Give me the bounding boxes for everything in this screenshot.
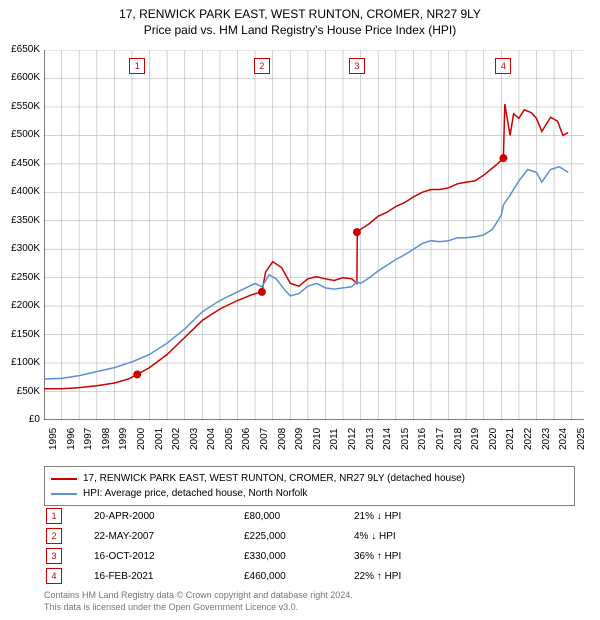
y-tick-label: £150K bbox=[2, 329, 40, 340]
x-tick-label: 2005 bbox=[224, 428, 235, 450]
y-tick-label: £200K bbox=[2, 300, 40, 311]
x-tick-label: 2011 bbox=[329, 428, 340, 450]
x-tick-label: 2025 bbox=[576, 428, 587, 450]
chart-plot-area: 1 2 3 4 bbox=[44, 50, 584, 420]
x-tick-label: 1997 bbox=[83, 428, 94, 450]
sale-row: 2 22-MAY-2007£225,0004% ↓ HPI bbox=[44, 526, 575, 546]
chart-svg bbox=[44, 50, 584, 420]
legend-label-1: 17, RENWICK PARK EAST, WEST RUNTON, CROM… bbox=[83, 471, 465, 486]
sale-pct: 21% ↓ HPI bbox=[354, 511, 474, 522]
sale-marker-2: 2 bbox=[46, 528, 62, 544]
x-tick-label: 2004 bbox=[206, 428, 217, 450]
sale-row: 1 20-APR-2000£80,00021% ↓ HPI bbox=[44, 506, 575, 526]
sale-price: £225,000 bbox=[244, 531, 354, 542]
x-tick-label: 2019 bbox=[470, 428, 481, 450]
sale-row: 3 16-OCT-2012£330,00036% ↑ HPI bbox=[44, 546, 575, 566]
x-tick-label: 2014 bbox=[382, 428, 393, 450]
x-tick-label: 2012 bbox=[347, 428, 358, 450]
sale-row: 4 16-FEB-2021£460,00022% ↑ HPI bbox=[44, 566, 575, 586]
sale-marker-3: 3 bbox=[46, 548, 62, 564]
sale-marker-4: 4 bbox=[46, 568, 62, 584]
title-block: 17, RENWICK PARK EAST, WEST RUNTON, CROM… bbox=[0, 0, 600, 38]
sale-date: 16-OCT-2012 bbox=[94, 551, 244, 562]
legend-row-1: 17, RENWICK PARK EAST, WEST RUNTON, CROM… bbox=[51, 471, 568, 486]
sale-pct: 4% ↓ HPI bbox=[354, 531, 474, 542]
chart-marker-3: 3 bbox=[349, 58, 365, 74]
x-tick-label: 2006 bbox=[241, 428, 252, 450]
x-tick-label: 2000 bbox=[136, 428, 147, 450]
x-tick-label: 2020 bbox=[488, 428, 499, 450]
y-tick-label: £350K bbox=[2, 215, 40, 226]
x-tick-label: 2001 bbox=[154, 428, 165, 450]
x-tick-label: 2022 bbox=[523, 428, 534, 450]
y-tick-label: £550K bbox=[2, 101, 40, 112]
x-tick-label: 2007 bbox=[259, 428, 270, 450]
y-tick-label: £500K bbox=[2, 129, 40, 140]
x-tick-label: 2013 bbox=[365, 428, 376, 450]
x-tick-label: 1996 bbox=[66, 428, 77, 450]
x-tick-label: 2010 bbox=[312, 428, 323, 450]
x-tick-label: 2024 bbox=[558, 428, 569, 450]
sale-date: 16-FEB-2021 bbox=[94, 571, 244, 582]
chart-marker-1: 1 bbox=[129, 58, 145, 74]
y-tick-label: £0 bbox=[2, 414, 40, 425]
chart-marker-2: 2 bbox=[254, 58, 270, 74]
chart-container: 17, RENWICK PARK EAST, WEST RUNTON, CROM… bbox=[0, 0, 600, 620]
footer-line-1: Contains HM Land Registry data © Crown c… bbox=[44, 590, 575, 602]
x-tick-label: 2009 bbox=[294, 428, 305, 450]
sale-date: 20-APR-2000 bbox=[94, 511, 244, 522]
y-tick-label: £650K bbox=[2, 44, 40, 55]
sale-price: £330,000 bbox=[244, 551, 354, 562]
sale-pct: 22% ↑ HPI bbox=[354, 571, 474, 582]
sale-pct: 36% ↑ HPI bbox=[354, 551, 474, 562]
x-tick-label: 2021 bbox=[505, 428, 516, 450]
x-tick-label: 1998 bbox=[101, 428, 112, 450]
y-tick-label: £300K bbox=[2, 243, 40, 254]
x-tick-label: 2016 bbox=[417, 428, 428, 450]
sales-table: 1 20-APR-2000£80,00021% ↓ HPI 2 22-MAY-2007… bbox=[44, 506, 575, 586]
x-axis-labels: 1995 1996 1997 1998 1999 2000 2001 2002 2003 2004… bbox=[44, 422, 584, 462]
x-tick-label: 2023 bbox=[541, 428, 552, 450]
x-tick-label: 1995 bbox=[48, 428, 59, 450]
sale-marker-1: 1 bbox=[46, 508, 62, 524]
footer-line-2: This data is licensed under the Open Gov… bbox=[44, 602, 575, 614]
legend-swatch-2 bbox=[51, 493, 77, 495]
footer: Contains HM Land Registry data © Crown c… bbox=[44, 590, 575, 613]
title-line-2: Price paid vs. HM Land Registry's House … bbox=[0, 22, 600, 38]
sale-date: 22-MAY-2007 bbox=[94, 531, 244, 542]
chart-marker-4: 4 bbox=[495, 58, 511, 74]
y-tick-label: £250K bbox=[2, 272, 40, 283]
x-tick-label: 2017 bbox=[435, 428, 446, 450]
sale-price: £80,000 bbox=[244, 511, 354, 522]
legend-label-2: HPI: Average price, detached house, Nort… bbox=[83, 486, 307, 501]
title-line-1: 17, RENWICK PARK EAST, WEST RUNTON, CROM… bbox=[0, 6, 600, 22]
y-tick-label: £450K bbox=[2, 158, 40, 169]
x-tick-label: 2008 bbox=[277, 428, 288, 450]
y-tick-label: £50K bbox=[2, 386, 40, 397]
x-tick-label: 2018 bbox=[453, 428, 464, 450]
x-tick-label: 2003 bbox=[189, 428, 200, 450]
legend-swatch-1 bbox=[51, 478, 77, 480]
x-tick-label: 2002 bbox=[171, 428, 182, 450]
x-tick-label: 1999 bbox=[118, 428, 129, 450]
x-tick-label: 2015 bbox=[400, 428, 411, 450]
legend-row-2: HPI: Average price, detached house, Nort… bbox=[51, 486, 568, 501]
y-tick-label: £600K bbox=[2, 72, 40, 83]
sale-price: £460,000 bbox=[244, 571, 354, 582]
y-tick-label: £100K bbox=[2, 357, 40, 368]
legend: 17, RENWICK PARK EAST, WEST RUNTON, CROM… bbox=[44, 466, 575, 506]
y-tick-label: £400K bbox=[2, 186, 40, 197]
